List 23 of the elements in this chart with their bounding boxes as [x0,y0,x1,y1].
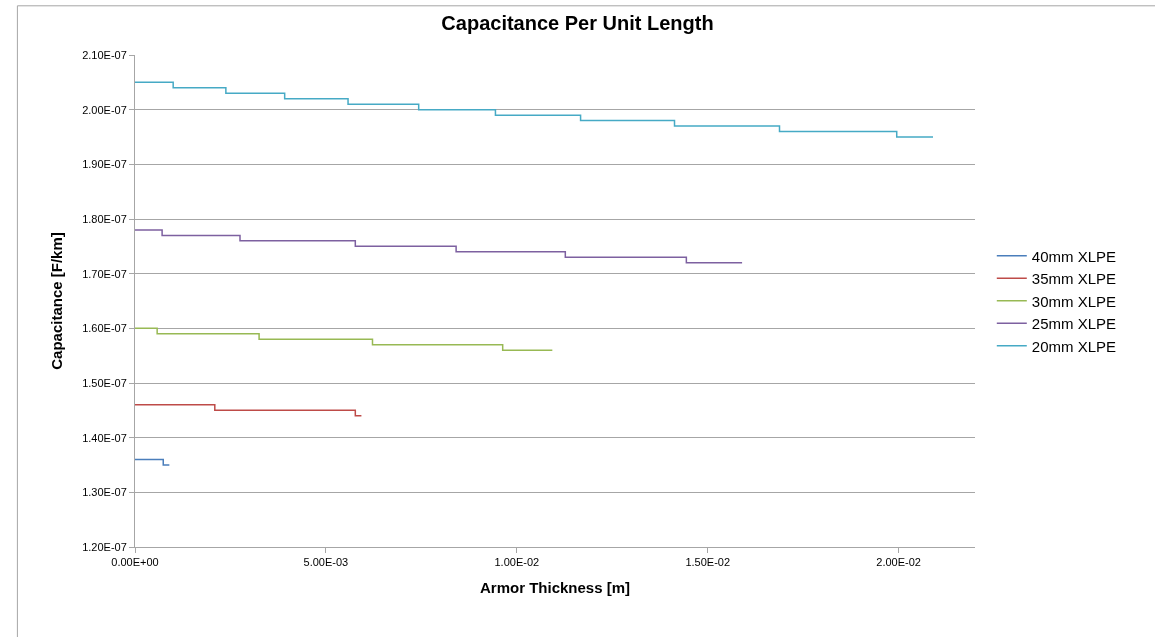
y-tick-label: 1.50E-07 [82,376,127,389]
x-tick-label: 1.50E-02 [685,556,731,569]
legend-label: 25mm XLPE [1031,315,1116,333]
y-tick-label: 1.60E-07 [82,322,127,335]
y-tick-label: 1.70E-07 [82,267,127,280]
y-tick-label: 2.10E-07 [82,48,127,61]
y-tick-label: 2.00E-07 [82,103,127,116]
legend-label: 35mm XLPE [1031,270,1116,288]
y-axis-title: Capacitance [F/km] [48,232,66,370]
legend-label: 20mm XLPE [1031,337,1116,355]
x-tick-label: 2.00E-02 [876,556,921,569]
x-axis-title: Armor Thickness [m] [479,579,631,597]
legend-label: 30mm XLPE [1031,292,1116,310]
legend-label: 40mm XLPE [1031,247,1116,265]
x-tick-label: 1.00E-02 [494,556,540,569]
x-tick-label: 5.00E-03 [303,556,349,569]
y-tick-label: 1.40E-07 [82,431,127,444]
y-tick-label: 1.30E-07 [82,486,127,499]
y-tick-label: 1.20E-07 [82,540,127,553]
chart-title: Capacitance Per Unit Length [441,11,714,34]
x-tick-label: 0.00E+00 [111,556,159,569]
y-tick-label: 1.80E-07 [82,212,127,225]
y-tick-label: 1.90E-07 [82,158,127,171]
